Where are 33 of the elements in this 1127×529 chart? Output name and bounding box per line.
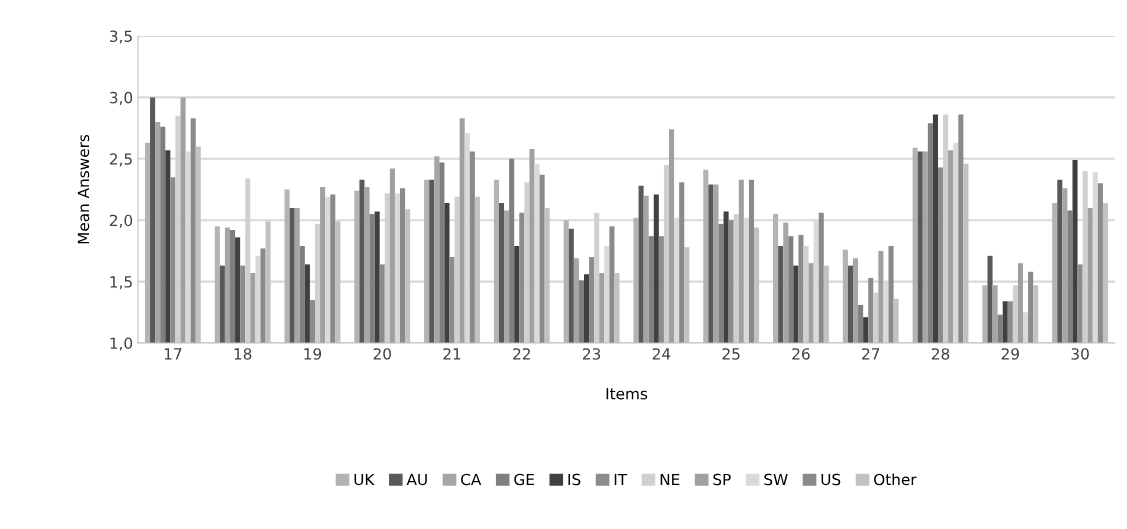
- legend-label: SP: [713, 473, 731, 486]
- x-tick-label: 18: [234, 348, 252, 360]
- legend-label: GE: [514, 473, 534, 486]
- x-tick-label: 21: [443, 348, 461, 360]
- legend-label: UK: [354, 473, 375, 486]
- y-tick-label: 3,5: [110, 30, 132, 44]
- y-tick-label: 1,0: [110, 337, 133, 351]
- legend-label: CA: [461, 473, 482, 486]
- x-tick-label: 25: [722, 348, 740, 360]
- x-tick-label: 26: [792, 348, 810, 360]
- y-tick-label: 1,5: [110, 276, 132, 290]
- x-tick-label: 30: [1071, 348, 1089, 360]
- x-tick-label: 23: [583, 348, 601, 360]
- y-axis-title: Mean Answers: [77, 134, 90, 244]
- legend-label: IS: [568, 473, 581, 486]
- x-tick-label: 28: [931, 348, 950, 360]
- x-tick-label: 19: [304, 348, 322, 360]
- legend-label: US: [821, 473, 841, 486]
- legend-label: Other: [874, 473, 917, 486]
- y-tick-label: 3,0: [110, 91, 133, 105]
- y-tick-label: 2,5: [109, 153, 132, 167]
- y-tick-label: 2,0: [109, 214, 133, 228]
- legend-label: AU: [406, 473, 427, 486]
- x-tick-label: 22: [513, 348, 531, 360]
- legend-label: IT: [614, 473, 628, 486]
- x-tick-label: 29: [1001, 348, 1019, 360]
- x-tick-label: 24: [652, 348, 671, 360]
- x-axis-title: Items: [606, 388, 648, 400]
- legend-label: NE: [660, 473, 680, 486]
- x-tick-label: 20: [373, 348, 391, 360]
- x-tick-label: 27: [862, 348, 880, 360]
- legend-label: SW: [764, 473, 788, 486]
- x-tick-label: 17: [164, 348, 182, 360]
